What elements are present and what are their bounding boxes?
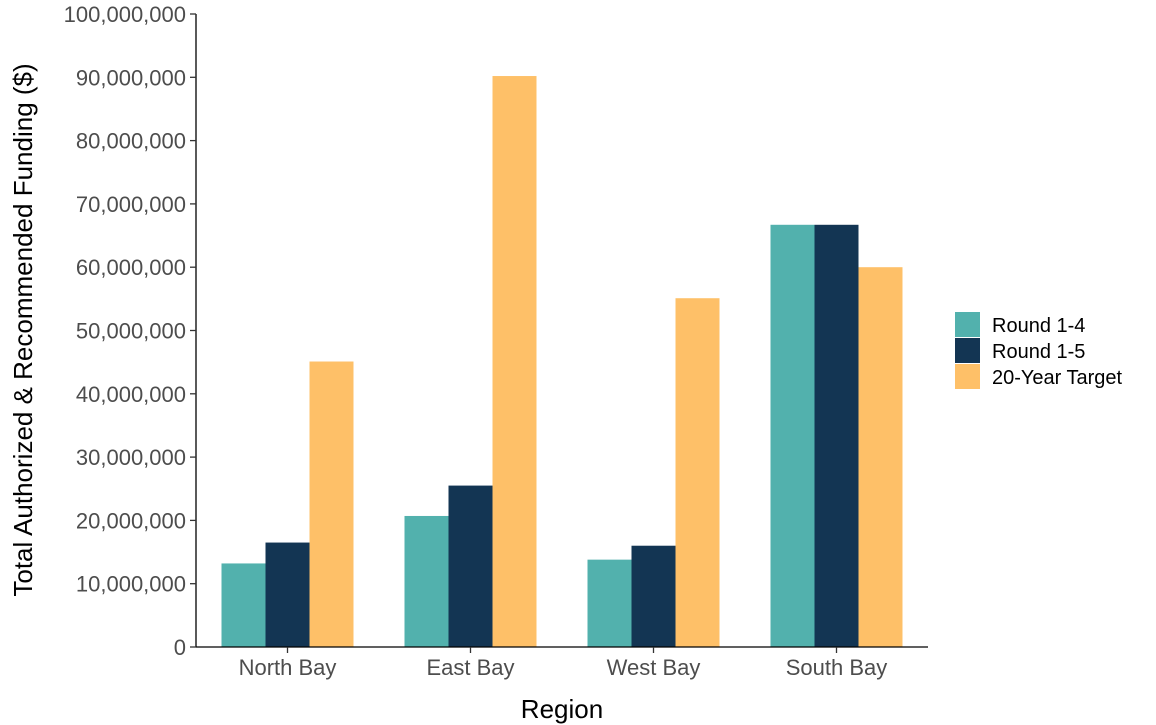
bar-east-bay-round-1-4 (404, 515, 449, 647)
legend-label: Round 1-5 (992, 341, 1085, 363)
x-tick-label: North Bay (239, 655, 337, 680)
legend-label: 20-Year Target (992, 367, 1123, 389)
bar-west-bay-round-1-5 (631, 545, 676, 647)
bar-east-bay-20-year-target (492, 76, 537, 647)
y-axis-ticks: 0 10,000,000 20,000,000 30,000,000 40,000,00… (64, 2, 196, 660)
bar-south-bay-round-1-4 (770, 224, 815, 647)
bar-west-bay-round-1-4 (587, 559, 632, 647)
bar-north-bay-round-1-5 (265, 542, 310, 647)
legend-swatch-round-1-4 (955, 312, 980, 337)
y-tick-label: 30,000,000 (76, 445, 186, 470)
bar-west-bay-20-year-target (675, 298, 720, 647)
y-tick-label: 50,000,000 (76, 319, 186, 344)
x-axis-ticks: North Bay East Bay West Bay South Bay (239, 647, 888, 680)
bars-layer (221, 76, 903, 647)
x-tick-label: West Bay (607, 655, 701, 680)
x-axis-title: Region (521, 694, 603, 724)
y-tick-label: 40,000,000 (76, 382, 186, 407)
y-tick-label: 80,000,000 (76, 129, 186, 154)
y-tick-label: 70,000,000 (76, 192, 186, 217)
bar-east-bay-round-1-5 (448, 485, 493, 647)
legend-label: Round 1-4 (992, 315, 1085, 337)
x-tick-label: South Bay (786, 655, 888, 680)
y-tick-label: 0 (174, 635, 186, 660)
y-tick-label: 20,000,000 (76, 508, 186, 533)
bar-north-bay-round-1-4 (221, 563, 266, 647)
legend-swatch-20-year-target (955, 364, 980, 389)
y-tick-label: 10,000,000 (76, 572, 186, 597)
bar-south-bay-round-1-5 (814, 224, 859, 647)
y-tick-label: 100,000,000 (64, 2, 186, 27)
y-axis-title: Total Authorized & Recommended Funding (… (8, 63, 38, 596)
y-tick-label: 60,000,000 (76, 255, 186, 280)
legend-swatch-round-1-5 (955, 338, 980, 363)
legend: Round 1-4 Round 1-5 20-Year Target (955, 312, 1123, 389)
x-tick-label: East Bay (426, 655, 514, 680)
bar-south-bay-20-year-target (858, 267, 903, 647)
y-tick-label: 90,000,000 (76, 65, 186, 90)
bar-north-bay-20-year-target (309, 361, 354, 647)
